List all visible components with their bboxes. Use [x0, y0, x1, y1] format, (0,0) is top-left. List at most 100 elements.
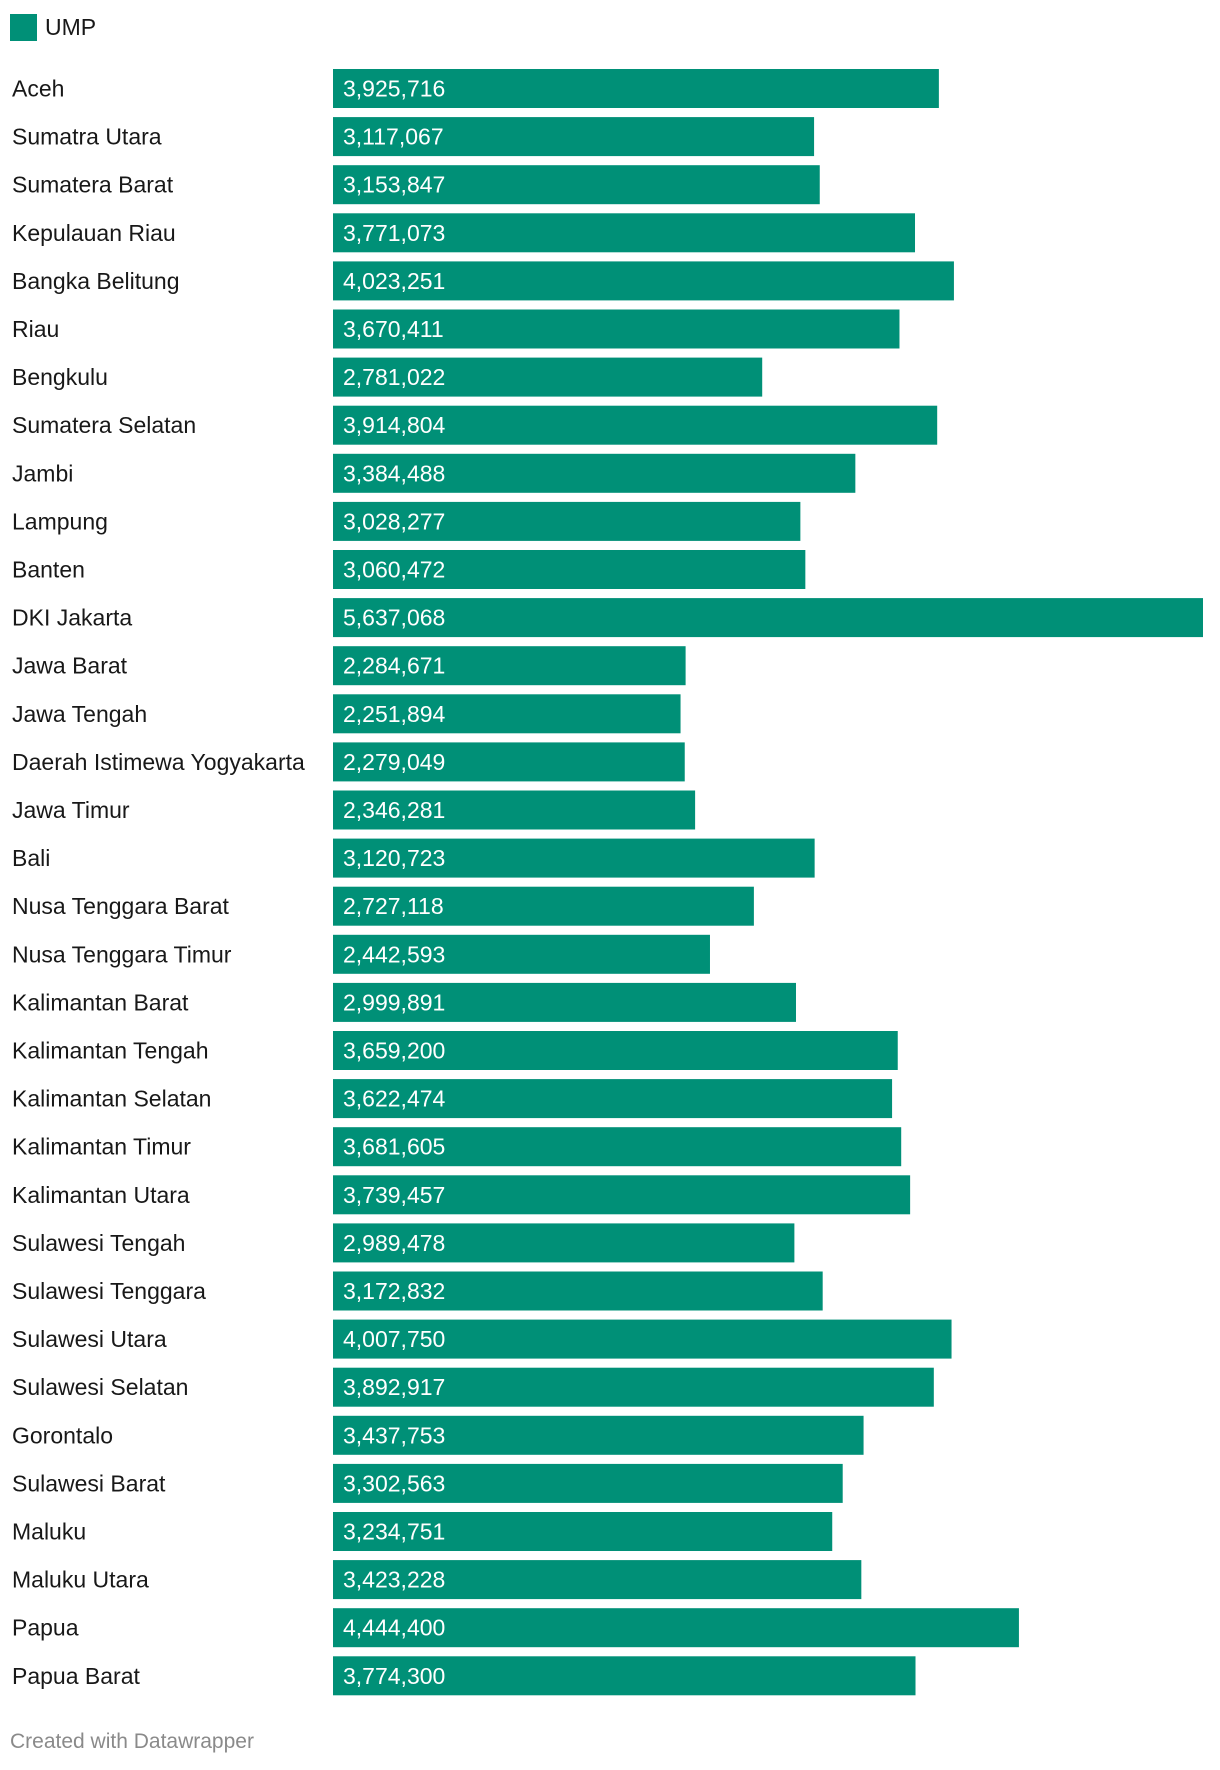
category-label: Sulawesi Selatan: [12, 1374, 188, 1400]
bar: [333, 742, 685, 782]
bar-value-label: 2,781,022: [343, 364, 445, 390]
bar-value-label: 3,384,488: [343, 460, 445, 486]
category-label: Sumatra Utara: [12, 124, 162, 150]
category-label: Kalimantan Timur: [12, 1134, 191, 1160]
category-label: Bali: [12, 845, 50, 871]
category-label: Kalimantan Utara: [12, 1182, 190, 1208]
bar: [333, 982, 796, 1022]
bar-value-label: 3,028,277: [343, 508, 445, 534]
bar-value-label: 2,284,671: [343, 653, 445, 679]
category-label: Kalimantan Barat: [12, 989, 189, 1015]
category-label: Banten: [12, 557, 85, 583]
bar-value-label: 3,659,200: [343, 1038, 445, 1064]
bar-value-label: 2,989,478: [343, 1230, 445, 1256]
bar: [333, 1271, 823, 1311]
bar-value-label: 3,234,751: [343, 1519, 445, 1545]
bar: [333, 694, 681, 734]
bar: [333, 1031, 898, 1070]
bar: [333, 1512, 833, 1551]
category-label: Daerah Istimewa Yogyakarta: [12, 749, 305, 775]
category-label: Jawa Timur: [12, 797, 130, 823]
legend-swatch: [10, 13, 37, 41]
bar-value-label: 3,670,411: [343, 316, 444, 342]
category-label: Bangka Belitung: [12, 268, 180, 294]
category-label: Kalimantan Tengah: [12, 1038, 209, 1064]
bar-value-label: 3,681,605: [343, 1134, 445, 1160]
bar: [333, 69, 939, 108]
bar: [333, 1079, 893, 1119]
bar-chart: Aceh 3,925,716 Sumatra Utara 3,117,067 Sumat…: [12, 69, 1203, 1696]
bar-value-label: 3,622,474: [343, 1086, 446, 1112]
bar: [333, 790, 696, 830]
bar: [333, 213, 916, 253]
category-label: Jawa Tengah: [12, 701, 147, 727]
bar: [333, 117, 815, 157]
category-label: DKI Jakarta: [12, 605, 132, 631]
category-label: Jawa Barat: [12, 653, 128, 679]
bar: [333, 1367, 934, 1407]
bar: [333, 501, 801, 541]
category-label: Sulawesi Tenggara: [12, 1278, 206, 1304]
bar-value-label: 3,302,563: [343, 1470, 445, 1496]
bar-value-label: 3,060,472: [343, 557, 445, 583]
bar: [333, 598, 1203, 638]
category-label: Bengkulu: [12, 364, 108, 390]
bar: [333, 309, 900, 349]
category-label: Aceh: [12, 76, 64, 102]
footer-credit: Created with Datawrapper: [10, 1730, 254, 1753]
bar: [333, 838, 815, 878]
bar-value-label: 4,007,750: [343, 1326, 445, 1352]
category-label: Nusa Tenggara Barat: [12, 893, 230, 919]
bar: [333, 405, 938, 445]
category-label: Kepulauan Riau: [12, 220, 176, 246]
category-label: Gorontalo: [12, 1422, 113, 1448]
category-label: Sulawesi Tengah: [12, 1230, 185, 1256]
bar-value-label: 3,153,847: [343, 172, 445, 198]
bar: [333, 1175, 911, 1215]
bar-value-label: 4,023,251: [343, 268, 445, 294]
bar: [333, 1463, 843, 1503]
bar-value-label: 3,437,753: [343, 1422, 445, 1448]
bar: [333, 1560, 862, 1600]
bar: [333, 1415, 864, 1455]
bar-value-label: 3,774,300: [343, 1663, 445, 1689]
bar-value-label: 3,172,832: [343, 1278, 445, 1304]
category-label: Maluku: [12, 1519, 86, 1545]
bar: [333, 261, 954, 301]
category-label: Sulawesi Utara: [12, 1326, 167, 1352]
bar-value-label: 3,423,228: [343, 1567, 445, 1593]
legend-label: UMP: [45, 14, 97, 40]
bar: [333, 165, 820, 205]
bar: [333, 1656, 916, 1696]
bar-value-label: 2,727,118: [343, 893, 444, 919]
bar-value-label: 4,444,400: [343, 1615, 445, 1641]
category-label: Papua: [12, 1615, 79, 1641]
bar-value-label: 3,892,917: [343, 1374, 445, 1400]
bar: [333, 886, 754, 926]
category-label: Jambi: [12, 460, 73, 486]
bar: [333, 550, 806, 589]
bar-value-label: 3,771,073: [343, 220, 445, 246]
category-label: Nusa Tenggara Timur: [12, 941, 232, 967]
bar-value-label: 2,251,894: [343, 701, 446, 727]
bar: [333, 1608, 1019, 1648]
bar: [333, 1127, 902, 1167]
category-label: Maluku Utara: [12, 1567, 149, 1593]
bar: [333, 357, 763, 397]
category-label: Sumatera Selatan: [12, 412, 196, 438]
category-label: Kalimantan Selatan: [12, 1086, 211, 1112]
bar-value-label: 3,925,716: [343, 76, 445, 102]
legend: UMP: [10, 12, 96, 42]
category-label: Lampung: [12, 508, 108, 534]
category-label: Sumatera Barat: [12, 172, 174, 198]
bar: [333, 934, 710, 974]
bar-value-label: 2,442,593: [343, 941, 445, 967]
bar-value-label: 2,999,891: [343, 989, 445, 1015]
bar-value-label: 2,346,281: [343, 797, 445, 823]
bar: [333, 453, 856, 493]
bar: [333, 1223, 795, 1263]
bar-value-label: 3,120,723: [343, 845, 445, 871]
category-label: Sulawesi Barat: [12, 1470, 166, 1496]
bar-value-label: 3,117,067: [343, 124, 444, 150]
category-label: Papua Barat: [12, 1663, 140, 1689]
